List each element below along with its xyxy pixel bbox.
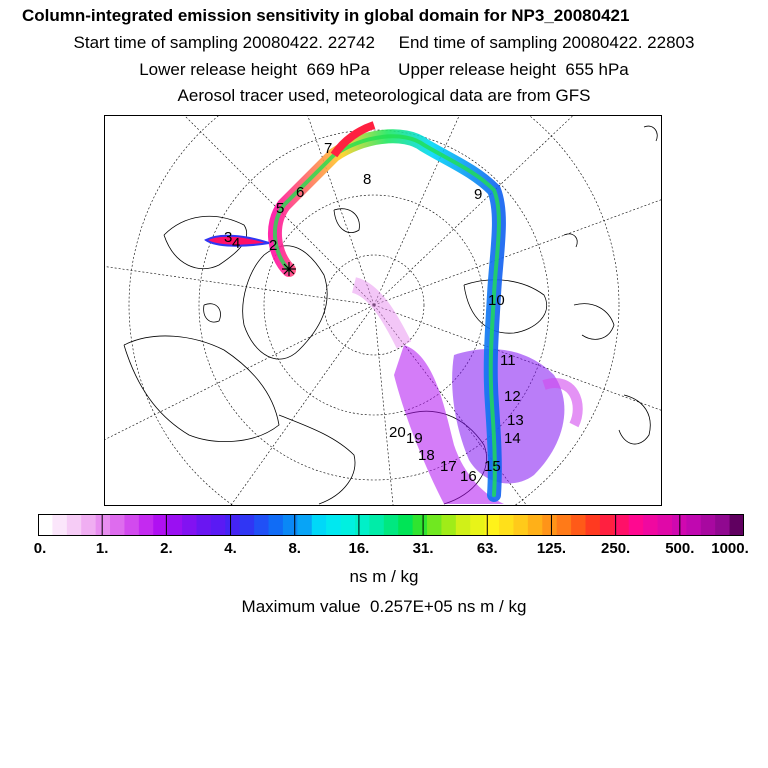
- colorbar-segment: [326, 514, 342, 536]
- colorbar-segment: [297, 514, 313, 536]
- colorbar-segment: [38, 514, 53, 536]
- colorbar-tick: 8.: [288, 540, 301, 557]
- colorbar-segment: [412, 514, 428, 536]
- track-label: 20: [389, 424, 406, 441]
- colorbar-segment: [124, 514, 140, 536]
- track-label: 18: [418, 447, 435, 464]
- colorbar-segment: [484, 514, 500, 536]
- colorbar-segment: [167, 514, 183, 536]
- colorbar-segment: [239, 514, 255, 536]
- track-label: 2: [269, 237, 277, 254]
- colorbar-segment: [153, 514, 169, 536]
- maximum-value-label: Maximum value 0.257E+05 ns m / kg: [241, 597, 527, 616]
- colorbar-segment: [628, 514, 644, 536]
- colorbar-segment: [686, 514, 702, 536]
- track-label: 11: [500, 352, 516, 369]
- colorbar-segment: [571, 514, 587, 536]
- colorbar-segment: [657, 514, 673, 536]
- track-label: 5: [276, 200, 284, 217]
- colorbar-segment: [369, 514, 385, 536]
- colorbar-segment: [614, 514, 630, 536]
- units-label: ns m / kg: [349, 567, 419, 586]
- colorbar-segment: [643, 514, 659, 536]
- colorbar-segment: [527, 514, 543, 536]
- tracer-info-line: Aerosol tracer used, meteorological data…: [177, 86, 591, 105]
- colorbar-segment: [311, 514, 327, 536]
- colorbar-segment: [138, 514, 154, 536]
- colorbar-tick: 125.: [536, 540, 567, 557]
- map-title: Column-integrated emission sensitivity i…: [22, 6, 630, 25]
- track-label: 10: [488, 292, 505, 309]
- colorbar-segment: [700, 514, 716, 536]
- track-label: 12: [504, 388, 521, 405]
- colorbar-segment: [715, 514, 731, 536]
- colorbar-segment: [268, 514, 284, 536]
- colorbar-tick: 31.: [412, 540, 434, 557]
- colorbar-segment: [210, 514, 226, 536]
- colorbar-segment: [81, 514, 97, 536]
- star-icon: [282, 262, 296, 276]
- colorbar-segment: [354, 514, 370, 536]
- colorbar-tick: 250.: [601, 540, 631, 557]
- colorbar-segment: [254, 514, 270, 536]
- track-label: 14: [504, 430, 521, 447]
- track-label: 9: [474, 186, 482, 203]
- track-label: 4: [232, 235, 240, 252]
- colorbar-segment: [455, 514, 471, 536]
- track-label: 15: [484, 458, 501, 475]
- colorbar-tick: 4.: [224, 540, 237, 557]
- track-label: 17: [440, 458, 457, 475]
- colorbar-segment: [470, 514, 486, 536]
- colorbar-segment: [585, 514, 601, 536]
- colorbar-tick: 500.: [665, 540, 695, 557]
- colorbar-segment: [340, 514, 356, 536]
- colorbar-segment: [542, 514, 558, 536]
- colorbar-tick: 1.: [95, 540, 109, 557]
- colorbar-segment: [95, 514, 111, 536]
- track-label: 3: [224, 229, 232, 246]
- colorbar-tick: 63.: [476, 540, 498, 557]
- colorbar-tick: 1000.: [711, 540, 749, 557]
- colorbar-segment: [52, 514, 68, 536]
- track-labels: 2 3 4 5 6 7 8 9 10 11 12 13 14 15 16 17 …: [224, 140, 524, 485]
- colorbar-segment: [398, 514, 414, 536]
- colorbar-tick: 2.: [160, 540, 173, 557]
- release-height-line: Lower release height 669 hPa Upper relea…: [139, 60, 629, 79]
- colorbar-tick: 0.: [33, 540, 47, 557]
- colorbar-border: [38, 514, 744, 536]
- colorbar-segment: [182, 514, 197, 536]
- track-label: 13: [507, 412, 524, 429]
- sampling-time-line: Start time of sampling 20080422. 22742 E…: [73, 33, 695, 52]
- track-label: 16: [460, 468, 477, 485]
- colorbar-segment: [110, 514, 125, 536]
- colorbar-segment: [383, 514, 399, 536]
- colorbar: [38, 514, 744, 536]
- colorbar-segment: [225, 514, 241, 536]
- colorbar-segment: [729, 514, 744, 536]
- colorbar-tick: 16.: [348, 540, 370, 557]
- colorbar-segment: [427, 514, 442, 536]
- colorbar-segment: [499, 514, 514, 536]
- track-label: 8: [363, 171, 371, 188]
- colorbar-ticks: 0. 1. 2. 4. 8. 16. 31. 63. 125. 250. 500…: [0, 540, 768, 560]
- graticule: [104, 115, 662, 506]
- track-label: 19: [406, 430, 423, 447]
- colorbar-segment: [196, 514, 212, 536]
- colorbar-segment: [441, 514, 457, 536]
- colorbar-segment: [513, 514, 529, 536]
- track-label: 7: [324, 140, 332, 157]
- colorbar-segment: [282, 514, 298, 536]
- sensitivity-plume: [204, 121, 583, 504]
- colorbar-segment: [66, 514, 82, 536]
- sensitivity-map: 2 3 4 5 6 7 8 9 10 11 12 13 14 15 16 17 …: [104, 115, 662, 506]
- colorbar-segment: [599, 514, 615, 536]
- colorbar-segment: [556, 514, 572, 536]
- track-label: 6: [296, 184, 304, 201]
